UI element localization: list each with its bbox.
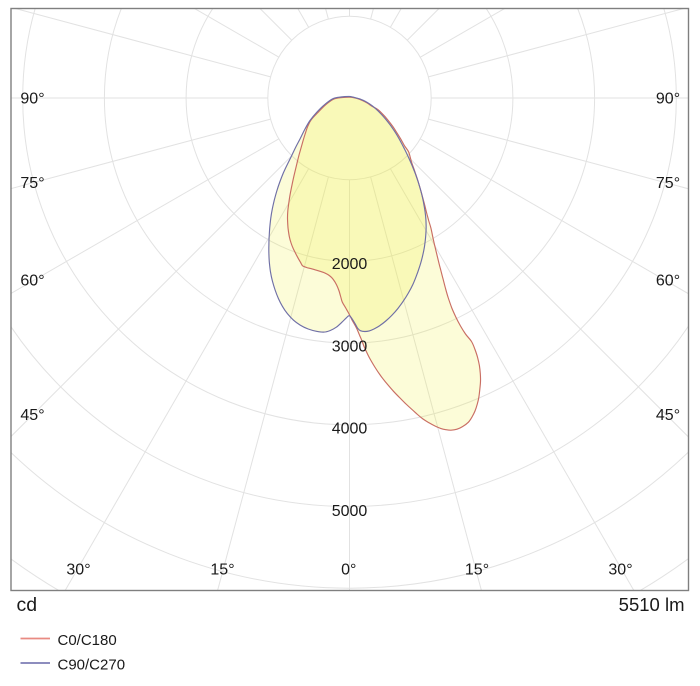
svg-text:90°: 90° (656, 91, 680, 108)
svg-text:75°: 75° (656, 175, 680, 192)
svg-text:3000: 3000 (332, 339, 368, 356)
svg-text:45°: 45° (656, 407, 680, 424)
svg-text:5510 lm: 5510 lm (619, 594, 685, 615)
svg-text:cd: cd (17, 594, 38, 616)
svg-text:45°: 45° (20, 407, 44, 424)
svg-text:0°: 0° (341, 562, 356, 579)
svg-text:90°: 90° (20, 91, 44, 108)
svg-text:15°: 15° (210, 562, 234, 579)
svg-text:60°: 60° (20, 273, 44, 290)
svg-text:75°: 75° (20, 175, 44, 192)
svg-text:4000: 4000 (332, 421, 368, 438)
svg-text:C90/C270: C90/C270 (58, 657, 126, 674)
svg-text:2000: 2000 (332, 256, 368, 273)
svg-text:15°: 15° (465, 562, 489, 579)
svg-text:60°: 60° (656, 273, 680, 290)
svg-text:C0/C180: C0/C180 (58, 632, 117, 649)
svg-text:30°: 30° (608, 562, 632, 579)
svg-text:5000: 5000 (332, 503, 368, 520)
svg-text:30°: 30° (66, 562, 90, 579)
